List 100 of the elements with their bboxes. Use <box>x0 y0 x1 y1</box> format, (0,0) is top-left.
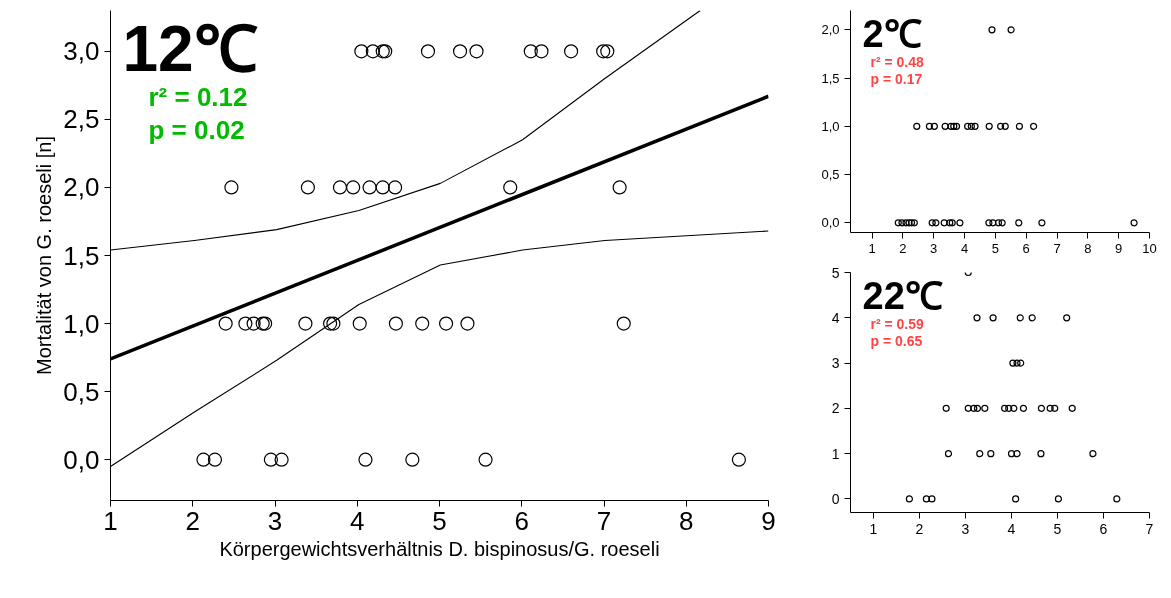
y-tick-label: 0 <box>831 490 840 507</box>
chart-title: 12℃ <box>122 12 258 85</box>
point <box>1068 404 1076 412</box>
chart-title: 2℃ <box>862 12 922 55</box>
y-axis-title: Mortalität von G. roeseli [n] <box>33 136 56 375</box>
x-tick-label: 5 <box>991 240 999 256</box>
point <box>362 180 377 195</box>
point <box>997 122 1005 130</box>
x-tick-label: 7 <box>1053 240 1061 256</box>
point <box>1038 219 1046 227</box>
point <box>346 180 361 195</box>
x-tick-label: 9 <box>761 505 776 536</box>
point <box>1001 404 1009 412</box>
x-tick-label: 8 <box>1084 240 1092 256</box>
x-tick-label: 8 <box>679 505 694 536</box>
point <box>1051 404 1059 412</box>
point <box>452 44 468 59</box>
chart-title: 22℃ <box>862 274 943 317</box>
x-tick-label: 5 <box>1053 520 1062 537</box>
x-tick-label: 3 <box>267 505 283 536</box>
point <box>1019 404 1028 412</box>
y-tick-label: 0,0 <box>63 444 100 475</box>
point <box>964 122 972 130</box>
x-tick-label: 2 <box>915 520 924 537</box>
point <box>1007 450 1016 458</box>
point <box>224 180 239 195</box>
point <box>1063 314 1071 322</box>
point <box>263 452 278 467</box>
point <box>354 44 369 59</box>
point <box>1113 495 1121 503</box>
point <box>922 495 930 503</box>
x-tick-label: 2 <box>185 505 200 536</box>
point <box>352 316 367 331</box>
point <box>298 316 313 331</box>
point <box>928 495 936 503</box>
x-tick-label: 9 <box>1115 240 1123 256</box>
y-tick-label: 0,5 <box>63 376 100 407</box>
annotation: r² = 0.48 <box>870 53 925 70</box>
point <box>925 122 934 130</box>
point <box>387 180 403 195</box>
y-tick-label: 4 <box>831 309 840 326</box>
point <box>905 495 913 503</box>
point <box>894 219 902 227</box>
annotation: p = 0.17 <box>870 71 923 88</box>
point <box>985 122 993 130</box>
y-tick-label: 3 <box>831 355 840 372</box>
x-tick-label: 6 <box>1022 240 1030 256</box>
point <box>1089 450 1097 458</box>
point <box>405 452 420 467</box>
point <box>1028 314 1036 322</box>
point <box>930 122 938 130</box>
annotation: p = 0.02 <box>148 114 245 145</box>
point <box>358 452 373 467</box>
point <box>1013 450 1021 458</box>
point <box>967 122 975 130</box>
point <box>238 316 253 331</box>
point <box>994 219 1003 227</box>
point <box>478 452 493 467</box>
x-tick-label: 10 <box>1142 240 1157 256</box>
point <box>1037 404 1045 412</box>
point <box>1054 495 1063 503</box>
point <box>196 452 211 467</box>
point <box>913 122 921 130</box>
point <box>503 180 518 195</box>
point <box>1030 122 1038 130</box>
point <box>207 452 223 467</box>
point <box>950 122 958 130</box>
y-tick-label: 2,0 <box>63 172 100 203</box>
x-tick-label: 2 <box>899 240 907 256</box>
point <box>1012 495 1020 503</box>
point <box>1016 314 1024 322</box>
point <box>415 316 430 331</box>
point <box>1130 219 1138 227</box>
y-tick-label: 1,0 <box>821 118 840 134</box>
x-tick-label: 6 <box>1099 520 1108 537</box>
x-tick-label: 3 <box>930 240 938 256</box>
y-tick-label: 0,5 <box>821 167 840 183</box>
x-tick-label: 4 <box>1007 520 1016 537</box>
point <box>932 219 940 227</box>
point <box>460 316 475 331</box>
point <box>246 316 261 331</box>
point <box>1007 26 1015 34</box>
annotation: r² = 0.12 <box>148 82 248 113</box>
point <box>1010 404 1018 412</box>
point <box>973 404 982 412</box>
point <box>928 219 936 227</box>
point <box>731 452 746 467</box>
point <box>970 404 978 412</box>
point <box>981 404 989 412</box>
point <box>971 122 979 130</box>
point <box>944 450 953 458</box>
point <box>534 44 549 59</box>
point <box>987 450 995 458</box>
x-tick-label: 1 <box>869 520 878 537</box>
point <box>942 404 950 412</box>
x-tick-label: 4 <box>960 240 969 256</box>
point <box>973 314 981 322</box>
point <box>976 450 984 458</box>
point <box>616 316 631 331</box>
point <box>998 219 1006 227</box>
